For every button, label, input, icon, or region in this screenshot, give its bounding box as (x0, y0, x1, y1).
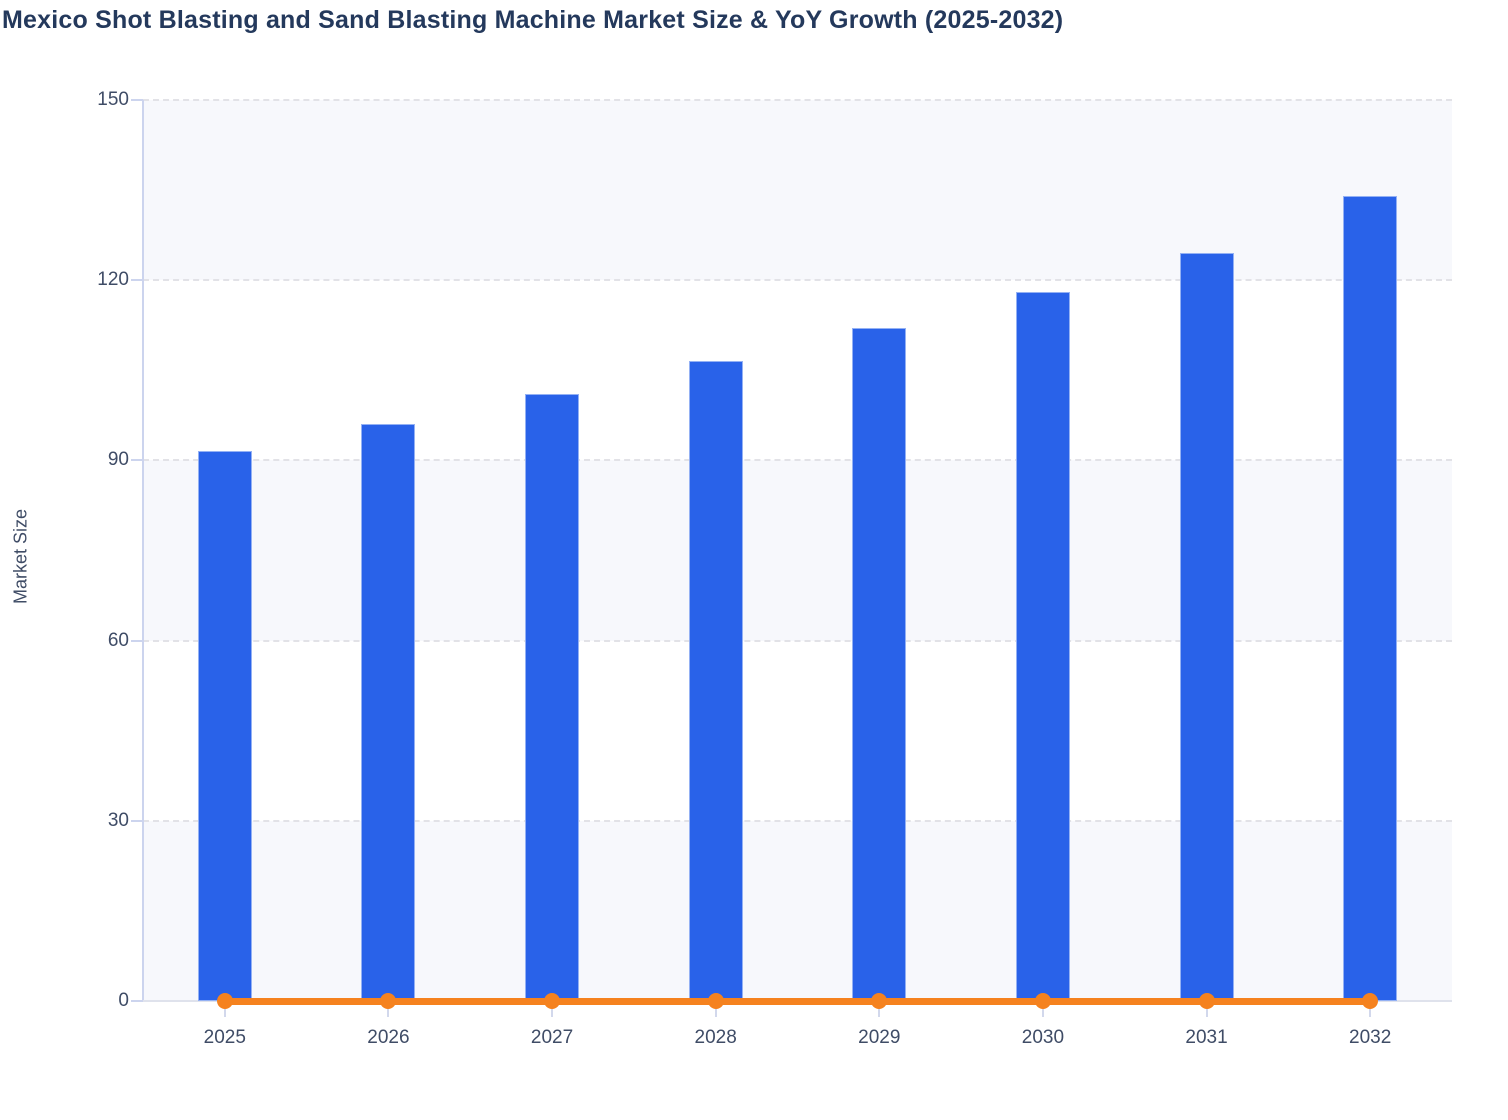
x-axis-tick (878, 1007, 881, 1017)
x-axis-tick (1205, 1007, 1208, 1017)
y-tick-label: 0 (118, 990, 129, 1011)
y-tick-label: 150 (97, 89, 129, 110)
x-tick-label: 2030 (1021, 1027, 1065, 1048)
bar-2030 (1015, 292, 1070, 1001)
gridline (143, 99, 1452, 101)
x-axis-tick (1041, 1007, 1044, 1017)
gridline (143, 279, 1452, 282)
y-axis-tick (131, 99, 143, 101)
y-tick-label: 30 (107, 809, 129, 831)
chart-title: Mexico Shot Blasting and Sand Blasting M… (2, 6, 1064, 34)
bar-2031 (1179, 253, 1234, 1001)
line-marker-2029 (871, 993, 888, 1009)
x-tick-label: 2029 (858, 1027, 901, 1048)
y-axis-tick (131, 279, 143, 282)
line-marker-2030 (1034, 993, 1051, 1009)
y-axis-line (142, 100, 144, 1001)
y-axis-title: Market Size (10, 508, 31, 605)
bar-2029 (852, 328, 907, 1001)
y-axis-tick (131, 639, 143, 642)
bar-2027 (525, 394, 580, 1001)
y-tick-label: 60 (107, 629, 129, 651)
bar-2028 (688, 361, 743, 1001)
gridline (143, 459, 1452, 462)
plot-band (143, 100, 1452, 281)
bar-2032 (1343, 196, 1398, 1001)
line-marker-2032 (1362, 993, 1379, 1009)
gridline (143, 819, 1452, 822)
x-tick-label: 2031 (1185, 1027, 1228, 1048)
x-tick-label: 2028 (694, 1027, 737, 1048)
y-axis-tick (131, 1000, 143, 1002)
x-axis-tick (714, 1007, 717, 1017)
x-axis-tick (551, 1007, 554, 1017)
line-marker-2031 (1198, 993, 1215, 1009)
gridline (143, 639, 1452, 642)
line-marker-2028 (707, 993, 724, 1009)
x-axis-tick (223, 1007, 226, 1017)
bar-2025 (197, 451, 252, 1001)
x-tick-label: 2026 (367, 1027, 410, 1048)
x-axis-tick (387, 1007, 390, 1017)
x-tick-label: 2027 (530, 1027, 574, 1048)
x-tick-label: 2032 (1349, 1027, 1392, 1048)
line-marker-2027 (544, 993, 561, 1009)
y-tick-label: 120 (97, 269, 129, 291)
bar-2026 (361, 424, 416, 1001)
y-tick-label: 90 (107, 449, 129, 471)
line-marker-2025 (216, 993, 233, 1009)
x-axis-tick (1369, 1007, 1372, 1017)
x-tick-label: 2025 (203, 1027, 246, 1048)
y-axis-tick (131, 819, 143, 822)
plot-band (143, 460, 1452, 641)
yoy-growth-line (224, 997, 1371, 1005)
plot-band (143, 820, 1452, 1001)
line-marker-2026 (380, 993, 397, 1009)
y-axis-tick (131, 459, 143, 462)
